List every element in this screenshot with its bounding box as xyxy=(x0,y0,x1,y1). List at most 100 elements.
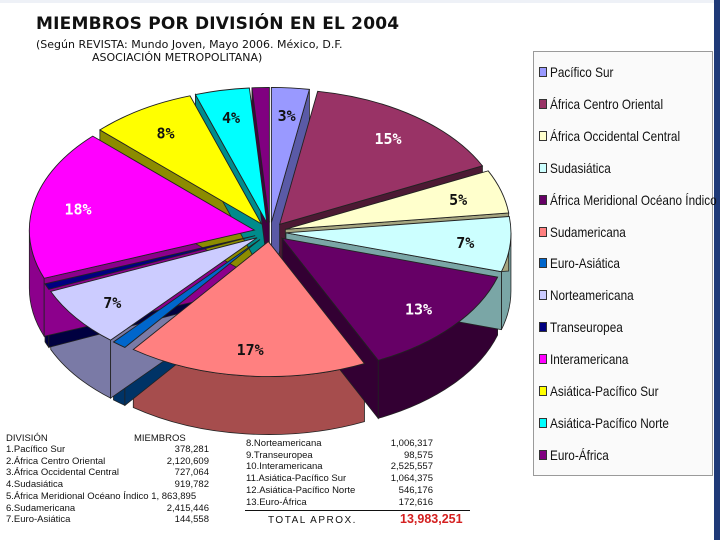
legend-label: Euro-África xyxy=(550,446,609,463)
table-row-value: 919,782 xyxy=(174,479,209,491)
pie-slice-africa-occidental-central xyxy=(285,170,510,230)
legend-item: Euro-África xyxy=(539,445,620,465)
chart-legend: Pacífico Sur África Centro Oriental África… xyxy=(533,51,717,476)
legend-swatch xyxy=(539,386,547,396)
total-label: TOTAL APROX. xyxy=(268,515,357,526)
table-row-value: 2,415,446 xyxy=(166,502,209,514)
pie-slice-africa-meridional-oceano-indico xyxy=(281,237,499,361)
legend-item: Pacífico Sur xyxy=(539,62,625,82)
legend-label: Asiática-Pacífico Sur xyxy=(550,383,659,399)
pie-chart: 3% 15% 5% 7% 13% 17% 7% 18% 8% 4% xyxy=(28,86,512,435)
legend-label: África Centro Oriental xyxy=(550,95,664,112)
legend-item: Interamericana xyxy=(539,349,643,369)
table-header-division: DIVISIÓN xyxy=(6,433,48,444)
legend-item: Asiática-Pacífico Norte xyxy=(539,413,692,433)
table-row-value: 98,575 xyxy=(403,449,433,461)
legend-label: Euro-Asiática xyxy=(550,255,620,272)
legend-item: África Meridional Océano Índico xyxy=(539,190,720,210)
table-row-name: 5.África Meridional Océano Índico 1, 863… xyxy=(6,490,197,502)
legend-item: Sudasiática xyxy=(539,158,622,178)
legend-swatch xyxy=(539,226,547,237)
table-row-name: 13.Euro-África xyxy=(246,496,307,508)
table-row-value: 1,064,375 xyxy=(390,473,433,485)
pie-slice-transeuropea xyxy=(44,235,256,290)
table-row-name: 8.Norteamericana xyxy=(246,438,322,449)
table-row-value: 2,120,609 xyxy=(166,455,209,467)
legend-item: Norteamericana xyxy=(539,285,650,305)
pie-slice-asiatica-pacifico-sur xyxy=(98,95,263,226)
table-row-value: 727,064 xyxy=(174,467,209,479)
table-row-name: 7.Euro-Asiática xyxy=(6,514,71,526)
pie-top-layer xyxy=(28,86,512,377)
pie-label-africa-meridional-oceano-indico: 13% xyxy=(405,301,432,319)
legend-swatch xyxy=(539,194,547,205)
legend-item: Asiática-Pacífico Sur xyxy=(539,381,679,401)
legend-swatch xyxy=(539,354,547,365)
total-value: 13,983,251 xyxy=(400,512,463,526)
table-row-value: 546,176 xyxy=(398,484,433,496)
legend-label: Transeuropea xyxy=(550,319,623,336)
legend-label: Sudamericana xyxy=(550,223,626,240)
table-header-members: MIEMBROS xyxy=(134,433,186,444)
legend-item: Euro-Asiática xyxy=(539,253,633,273)
table-row-value: 172,616 xyxy=(398,496,433,508)
legend-item: África Centro Oriental xyxy=(539,94,685,114)
legend-swatch xyxy=(539,162,547,173)
right-frame-bar xyxy=(714,0,720,540)
legend-swatch xyxy=(539,322,547,333)
table-row-value: 2,525,557 xyxy=(390,461,433,473)
pie-slice-asiatica-pacifico-norte xyxy=(194,87,268,223)
pie-slice-pacifico-sur xyxy=(270,86,310,223)
legend-swatch xyxy=(539,67,547,77)
total-divider xyxy=(245,510,470,511)
legend-label: Asiática-Pacífico Norte xyxy=(550,414,669,431)
pie-label-layer: 3% 15% 5% 7% 13% 17% 7% 18% 8% 4% xyxy=(64,107,474,359)
table-row-name: 6.Sudamericana xyxy=(6,502,76,514)
pie-label-africa-occidental-central: 5% xyxy=(449,191,467,209)
table-row-value: 144,558 xyxy=(174,514,209,526)
table-row-name: 12.Asiática-Pacífico Norte xyxy=(246,484,356,496)
legend-swatch xyxy=(539,130,547,141)
table-row-name: 9.Transeuropea xyxy=(246,449,313,461)
legend-label: Interamericana xyxy=(550,351,629,368)
pie-label-sudasiatica: 7% xyxy=(456,234,474,252)
legend-label: África Occidental Central xyxy=(550,127,681,144)
legend-item: Transeuropea xyxy=(539,317,637,337)
legend-swatch xyxy=(539,417,547,428)
subtitle-line-1: (Según REVISTA: Mundo Joven, Mayo 2006. … xyxy=(36,38,343,51)
legend-swatch xyxy=(539,290,547,301)
pie-label-asiatica-pacifico-sur: 8% xyxy=(157,124,175,142)
pie-label-sudamericana: 17% xyxy=(237,341,264,359)
pie-label-africa-centro-oriental: 15% xyxy=(375,130,402,148)
table-row-name: 11.Asiática-Pacífico Sur xyxy=(246,473,347,485)
table-row-value: 1,006,317 xyxy=(390,438,433,449)
legend-swatch xyxy=(539,258,547,269)
table-row-name: 2.África Centro Oriental xyxy=(6,455,106,467)
pie-label-pacifico-sur: 3% xyxy=(278,107,296,125)
legend-item: África Occidental Central xyxy=(539,126,705,146)
legend-swatch xyxy=(539,449,547,460)
legend-item: Sudamericana xyxy=(539,222,640,242)
legend-swatch xyxy=(539,98,547,109)
table-row-value: 378,281 xyxy=(174,444,209,455)
chart-subtitle: (Según REVISTA: Mundo Joven, Mayo 2006. … xyxy=(36,38,396,64)
legend-label: Norteamericana xyxy=(550,287,634,304)
table-row-name: 1.Pacífico Sur xyxy=(6,444,66,455)
legend-label: Sudasiática xyxy=(550,159,611,176)
pie-slice-interamericana xyxy=(28,135,256,279)
table-row-name: 10.Interamericana xyxy=(246,461,323,473)
pie-label-asiatica-pacifico-norte: 4% xyxy=(222,109,240,127)
legend-label: África Meridional Océano Índico xyxy=(550,191,717,208)
top-frame xyxy=(0,0,720,3)
table-row-name: 4.Sudasiática xyxy=(6,479,64,491)
pie-label-norteamericana: 7% xyxy=(103,294,121,312)
pie-slice-sudamericana xyxy=(132,240,366,377)
pie-label-interamericana: 18% xyxy=(64,200,91,218)
pie-slice-euro-asiatica xyxy=(112,239,261,348)
pie-slice-euro-africa xyxy=(251,86,270,223)
legend-label: Pacífico Sur xyxy=(550,64,614,80)
table-row-name: 3.África Occidental Central xyxy=(6,467,119,479)
pie-slice-africa-centro-oriental xyxy=(278,90,484,225)
chart-title: MIEMBROS POR DIVISIÓN EN EL 2004 xyxy=(36,14,400,34)
pie-slice-sudasiatica xyxy=(285,216,512,273)
